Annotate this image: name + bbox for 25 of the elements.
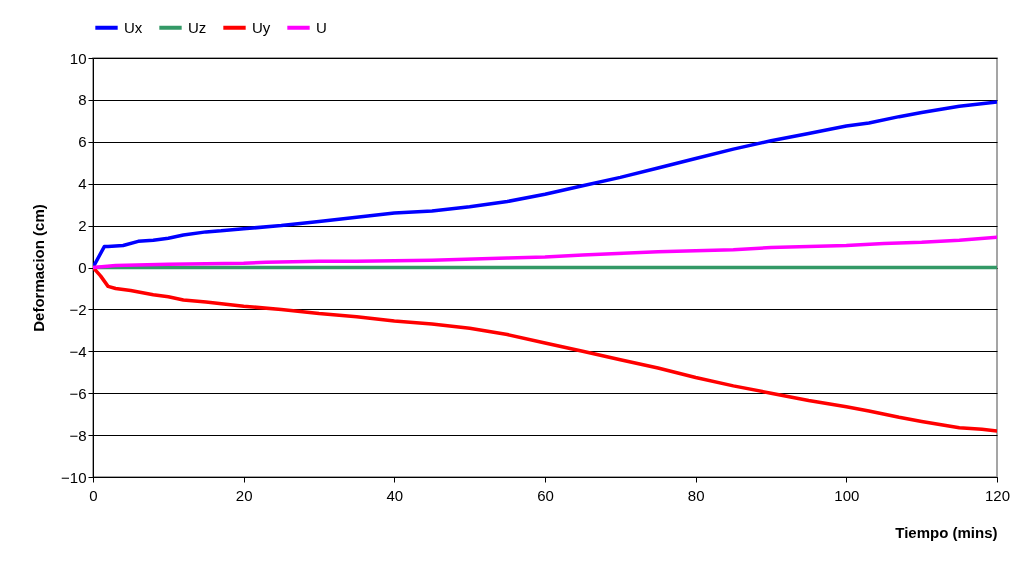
y-tick-label: −8 (69, 426, 87, 444)
y-tick-label: −4 (69, 342, 87, 360)
y-tick-label: 4 (78, 175, 87, 193)
x-tick-label: 20 (235, 486, 253, 504)
y-tick-label: 10 (69, 49, 87, 67)
x-tick-label: 0 (89, 486, 98, 504)
y-tick-label: 6 (78, 133, 87, 151)
y-tick-label: −10 (61, 468, 87, 486)
y-tick-label: 0 (78, 259, 87, 276)
y-tick-label: 8 (78, 91, 87, 109)
line-series (93, 235, 997, 270)
x-axis-title: Tiempo (mins) (895, 523, 998, 541)
legend-label: Uy (252, 18, 271, 36)
legend-label: U (316, 18, 327, 36)
y-tick-label: 2 (78, 217, 87, 235)
x-tick-label: 60 (537, 486, 554, 504)
y-tick-label: −6 (69, 384, 87, 402)
x-tick-label: 120 (984, 486, 1011, 504)
x-tick-label: 100 (834, 486, 860, 504)
legend-label: Ux (124, 18, 143, 36)
y-tick-label: −2 (69, 300, 87, 318)
x-tick-label: 40 (386, 486, 404, 504)
legend-label: Uz (188, 18, 207, 36)
x-tick-label: 80 (687, 486, 705, 504)
y-axis-title: Deformacion (cm) (30, 204, 48, 332)
